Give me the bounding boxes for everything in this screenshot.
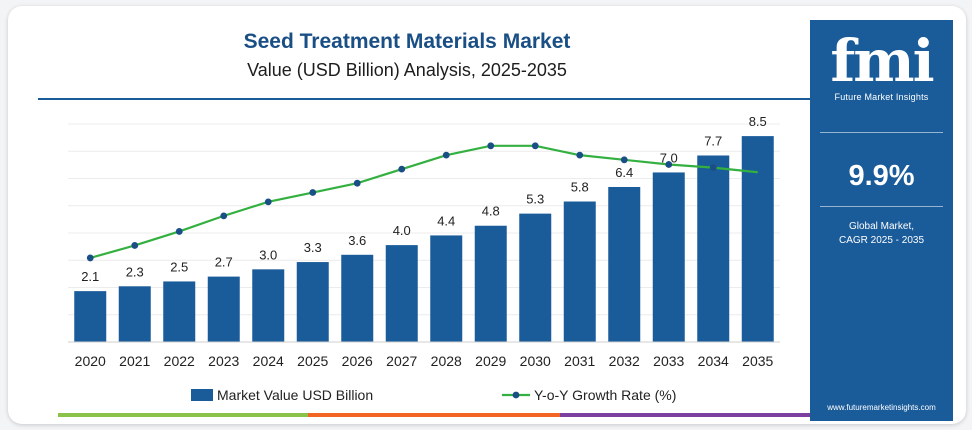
bar-2034 [697,155,730,342]
bar-2024 [252,269,285,342]
bottom-stripe-green [58,413,308,417]
logo-mark: fmi [830,27,934,95]
fmi-logo: fmi Future Market Insights [810,32,953,102]
bar-2028 [430,235,463,342]
bar-value-label: 2.5 [170,259,188,274]
panel-divider-middle [820,206,943,207]
growth-point-2025 [309,189,317,196]
cagr-value: 9.9% [848,160,915,192]
bottom-stripe-purple [560,413,810,417]
panel-divider-top [820,132,943,133]
x-tick-label: 2033 [653,353,684,369]
growth-point-2026 [353,179,361,187]
bar-value-label: 4.4 [437,213,455,228]
x-tick-label: 2035 [742,353,773,369]
bar-value-label: 2.3 [126,264,144,279]
x-tick-label: 2028 [431,353,462,369]
x-tick-label: 2032 [609,353,640,369]
growth-point-2028 [442,151,450,159]
bar-2035 [741,136,774,342]
bar-2030 [519,213,552,342]
bar-value-label: 7.7 [704,133,722,148]
chart-title: Seed Treatment Materials Market [243,30,571,53]
logo-tagline: Future Market Insights [834,92,929,102]
x-tick-label: 2025 [297,353,328,369]
cagr-label-line1: Global Market, [848,221,915,232]
growth-rate-line [89,144,758,259]
growth-point-2031 [576,151,584,159]
cagr-label: Global Market, CAGR 2025 - 2035 [810,220,953,248]
growth-point-2022 [175,228,183,235]
x-tick-label: 2034 [698,353,729,369]
x-tick-label: 2027 [386,353,417,369]
bar-value-label: 3.0 [259,247,277,262]
bar-2026 [341,254,374,342]
bar-value-label: 3.6 [348,233,366,248]
chart-plot: 2.1 2020 2.3 2021 2.5 2022 2.7 2023 3.0 2024 3.3 20… [68,114,780,403]
bar-2025 [296,262,329,342]
growth-point-2020 [86,254,94,262]
summary-panel: fmi Future Market Insights 9.9% Global M… [810,20,953,421]
x-tick-label: 2030 [520,353,551,369]
growth-point-2027 [398,165,406,173]
x-tick-label: 2026 [342,353,373,369]
growth-point-2033 [665,161,673,168]
bar-value-label: 3.3 [304,240,322,255]
legend-swatch-marker [512,391,520,399]
legend-label-growth-rate: Y-o-Y Growth Rate (%) [534,387,676,403]
x-tick-label: 2022 [164,353,195,369]
bar-2031 [563,201,596,342]
bar-value-label: 2.7 [215,255,233,270]
bottom-stripe-orange [308,413,560,417]
bar-2027 [385,245,418,342]
bar-2021 [118,286,151,342]
growth-point-2034 [709,164,717,172]
growth-point-2029 [487,142,495,150]
x-tick-label: 2031 [564,353,595,369]
bar-value-label: 6.4 [615,165,633,180]
title-divider [38,98,810,100]
chart-card: Seed Treatment Materials Market Value (U… [8,6,966,424]
bar-2032 [608,186,641,342]
x-tick-label: 2029 [475,353,506,369]
legend-label-market-value: Market Value USD Billion [217,387,373,403]
chart-subtitle: Value (USD Billion) Analysis, 2025-2035 [247,60,567,80]
bar-2029 [474,225,507,342]
x-tick-label: 2023 [208,353,239,369]
growth-point-2023 [220,212,228,220]
cagr-label-line2: CAGR 2025 - 2035 [838,235,925,246]
bar-2033 [652,172,685,342]
bar-2022 [163,281,196,342]
bar-value-label: 4.8 [482,204,500,219]
growth-point-2021 [131,242,139,249]
x-tick-label: 2020 [75,353,106,369]
growth-point-2030 [531,142,539,150]
bar-2020 [74,291,107,342]
website-link[interactable]: www.futuremarketinsights.com [827,403,936,412]
x-tick-label: 2024 [253,353,284,369]
growth-point-2024 [264,198,272,206]
growth-point-2032 [620,156,628,164]
bar-value-label: 5.3 [526,192,544,207]
bar-value-label: 4.0 [393,223,411,238]
legend-swatch-bar [191,389,213,401]
bar-value-label: 7.0 [660,150,678,165]
x-tick-label: 2021 [119,353,150,369]
bar-value-label: 5.8 [571,180,589,195]
bar-value-label: 8.5 [749,114,767,129]
bar-value-label: 2.1 [81,269,99,284]
bar-2023 [207,276,240,342]
